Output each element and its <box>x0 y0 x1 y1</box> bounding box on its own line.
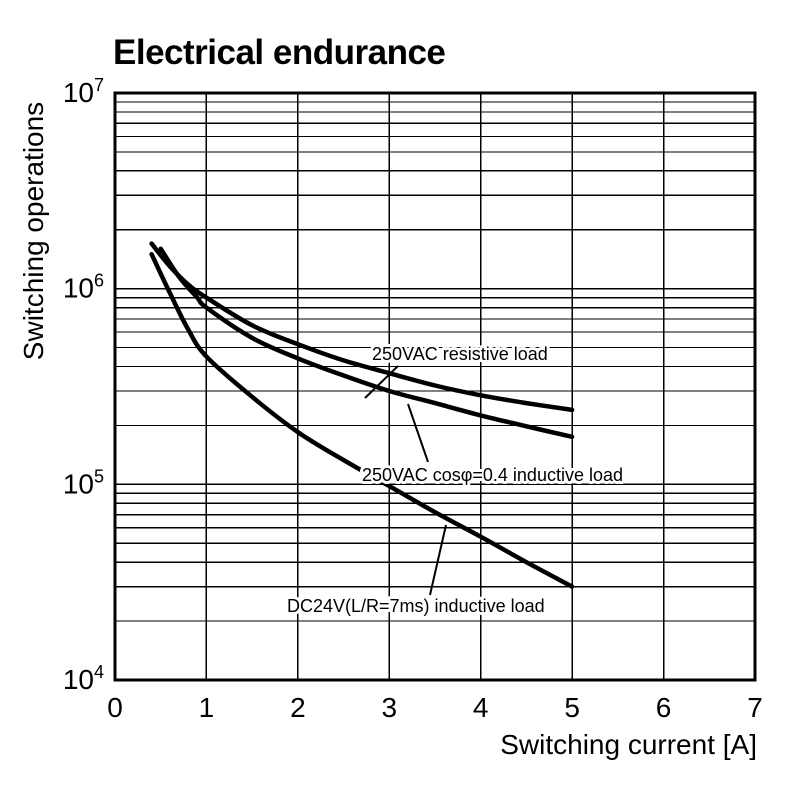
annotation-label-1: 250VAC cosφ=0.4 inductive load <box>362 465 623 485</box>
annotation-label-2: DC24V(L/R=7ms) inductive load <box>287 596 545 616</box>
y-axis-label: Switching operations <box>18 101 49 361</box>
annotation-label-0: 250VAC resistive load <box>372 344 548 364</box>
grid-lines <box>114 92 756 681</box>
annotation-leader-1 <box>407 403 429 463</box>
x-tick-label: 2 <box>290 692 306 723</box>
x-axis-label: Switching current [A] <box>500 729 757 760</box>
x-tick-label: 0 <box>107 692 123 723</box>
x-tick-label: 5 <box>564 692 580 723</box>
annotations: 250VAC resistive load 250VAC cosφ=0.4 ind… <box>284 341 626 619</box>
series-curve-2 <box>149 251 575 589</box>
x-tick-label: 6 <box>656 692 672 723</box>
series-curve-1 <box>158 246 575 440</box>
y-tick-label: 104 <box>63 662 104 695</box>
annotation-leader-0 <box>364 365 399 399</box>
y-tick-label: 105 <box>63 466 104 499</box>
tick-labels: 0 1 2 3 4 5 6 7 107 106 105 104 <box>63 75 763 723</box>
plot-border <box>113 91 757 682</box>
y-tick-label: 107 <box>63 75 104 108</box>
series-group <box>149 241 575 589</box>
x-tick-label: 7 <box>747 692 763 723</box>
annotation-leader-2 <box>429 524 447 596</box>
series-curve-0 <box>149 241 575 413</box>
x-tick-label: 1 <box>199 692 215 723</box>
y-tick-label: 106 <box>63 271 104 304</box>
x-tick-label: 3 <box>381 692 397 723</box>
chart-title: Electrical endurance <box>113 33 446 72</box>
x-tick-label: 4 <box>473 692 489 723</box>
